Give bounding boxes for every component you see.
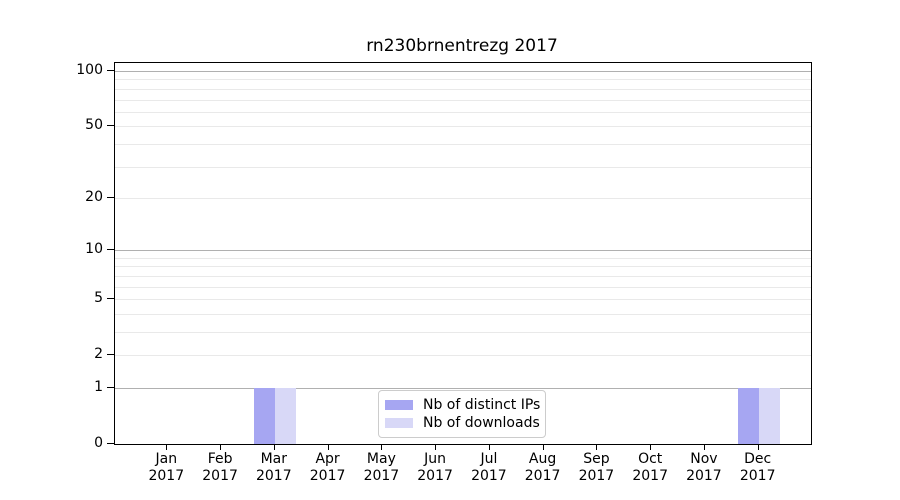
y-tick-label: 50: [85, 117, 103, 134]
x-tick-mark: [703, 444, 705, 450]
x-tick-label-month: Sep: [583, 451, 610, 467]
x-tick-label-year: 2017: [739, 468, 776, 484]
y-minor-gridline: [115, 111, 811, 113]
x-tick-label-year: 2017: [578, 468, 615, 484]
y-minor-gridline: [115, 355, 811, 357]
x-tick-mark: [327, 444, 329, 450]
x-tick-label-month: Mar: [260, 451, 287, 467]
y-tick-mark: [107, 196, 114, 198]
x-tick-label: Jun 2017: [405, 451, 465, 485]
x-tick-label-year: 2017: [524, 468, 561, 484]
bar-nb-of-downloads: [758, 388, 780, 444]
plot-area: [114, 62, 812, 445]
x-tick-label: Mar 2017: [244, 451, 304, 485]
legend-swatch-distinct-ips: [385, 400, 413, 410]
bar-nb-of-downloads: [274, 388, 296, 444]
legend: Nb of distinct IPs Nb of downloads: [378, 390, 546, 438]
bar-nb-of-distinct-ips: [253, 388, 275, 444]
y-axis-tick-labels: 0 1 2 5 10 20 50 100: [0, 62, 103, 451]
x-tick-label: Oct 2017: [620, 451, 680, 485]
x-tick-label-year: 2017: [471, 468, 507, 484]
y-tick-mark: [107, 387, 114, 388]
x-tick-label-month: Jun: [424, 451, 447, 467]
y-tick-label: 2: [94, 346, 103, 363]
x-tick-mark: [435, 444, 437, 450]
legend-item: Nb of distinct IPs: [385, 396, 541, 414]
x-tick-label-year: 2017: [686, 468, 722, 484]
y-tick-label: 10: [85, 241, 103, 258]
x-tick-mark: [166, 444, 168, 450]
x-tick-label-month: Dec: [744, 451, 772, 467]
y-minor-gridline: [115, 166, 811, 168]
x-tick-mark: [757, 444, 759, 450]
y-minor-gridline: [115, 332, 811, 333]
y-major-gridline: [115, 388, 811, 389]
chart-title: rn230brnentrezg 2017: [366, 36, 558, 56]
x-tick-label-month: Jan: [155, 451, 178, 467]
x-tick-label-month: Feb: [207, 451, 233, 467]
bar-nb-of-distinct-ips: [737, 388, 759, 444]
y-major-gridline: [115, 71, 811, 72]
y-minor-gridline: [115, 197, 811, 199]
y-tick-label: 100: [76, 62, 103, 78]
x-tick-label-month: Oct: [638, 451, 663, 467]
x-tick-mark: [488, 444, 490, 450]
x-tick-label-year: 2017: [202, 468, 238, 484]
y-minor-gridline: [115, 143, 811, 145]
y-tick-mark: [107, 125, 114, 127]
y-tick-mark: [107, 354, 114, 356]
x-tick-label-year: 2017: [309, 468, 346, 484]
y-minor-gridline: [115, 286, 811, 288]
y-minor-gridline: [115, 99, 811, 101]
y-tick-mark: [107, 249, 114, 251]
x-tick-mark: [650, 444, 652, 450]
x-tick-label: Jan 2017: [136, 451, 196, 485]
y-minor-gridline: [115, 79, 811, 81]
x-tick-label-year: 2017: [632, 468, 668, 484]
x-tick-mark: [596, 444, 598, 450]
x-tick-label: Feb 2017: [190, 451, 250, 485]
x-tick-label-month: May: [366, 451, 396, 467]
x-tick-label: Apr 2017: [298, 451, 358, 485]
y-major-gridline: [115, 250, 811, 252]
y-minor-gridline: [115, 313, 811, 315]
y-tick-label: 1: [94, 379, 103, 395]
x-tick-label: Dec 2017: [728, 451, 788, 485]
x-tick-label-month: Jul: [480, 451, 498, 467]
y-tick-mark: [107, 443, 114, 444]
y-minor-gridline: [115, 275, 811, 277]
x-tick-label-month: Apr: [315, 451, 340, 467]
y-minor-gridline: [115, 88, 811, 90]
y-tick-label: 20: [85, 188, 103, 205]
x-tick-label: Sep 2017: [566, 451, 626, 485]
x-tick-mark: [381, 444, 383, 450]
x-tick-label: May 2017: [351, 451, 411, 485]
legend-item: Nb of downloads: [385, 414, 540, 432]
x-tick-label-year: 2017: [148, 468, 185, 484]
x-tick-label: Aug 2017: [513, 451, 573, 485]
legend-label: Nb of downloads: [423, 415, 540, 431]
y-minor-gridline: [115, 299, 811, 301]
x-tick-label-year: 2017: [417, 468, 453, 484]
x-tick-label-month: Aug: [528, 451, 557, 467]
x-axis-tick-labels: Jan 2017 Feb 2017 Mar 2017 Apr 2017 May 2017 Jun 20…: [114, 451, 810, 491]
y-minor-gridline: [115, 257, 811, 259]
x-tick-mark: [220, 444, 222, 450]
x-tick-label: Jul 2017: [459, 451, 519, 485]
y-tick-label: 5: [94, 290, 103, 307]
legend-swatch-downloads: [385, 418, 413, 428]
x-tick-label-year: 2017: [363, 468, 400, 484]
x-tick-mark: [273, 444, 275, 450]
y-tick-mark: [107, 298, 114, 300]
x-tick-label: Nov 2017: [674, 451, 734, 485]
x-tick-mark: [542, 444, 544, 450]
x-tick-label-month: Nov: [690, 451, 718, 467]
y-minor-gridline: [115, 126, 811, 128]
y-tick-label: 0: [94, 435, 103, 451]
y-tick-mark: [107, 70, 114, 71]
x-tick-label-year: 2017: [255, 468, 292, 484]
legend-label: Nb of distinct IPs: [423, 397, 541, 413]
y-minor-gridline: [115, 266, 811, 268]
